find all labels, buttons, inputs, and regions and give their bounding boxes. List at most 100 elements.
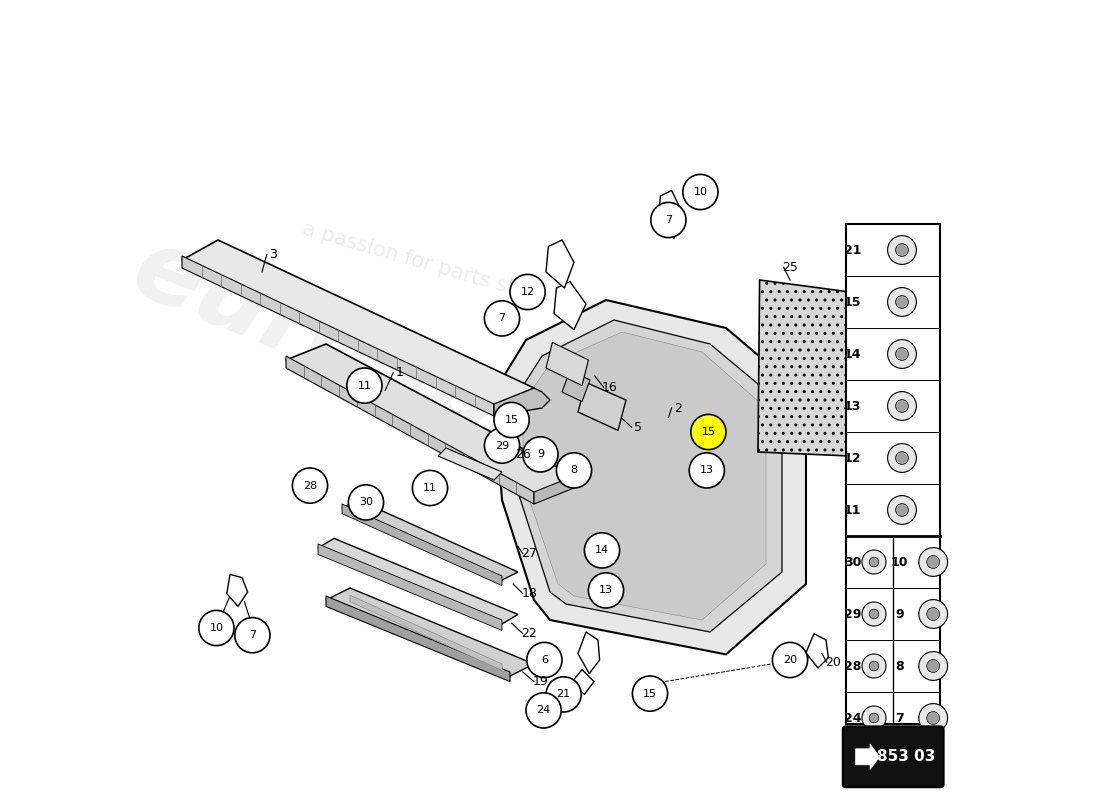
- Polygon shape: [562, 370, 590, 402]
- Polygon shape: [554, 282, 586, 330]
- Circle shape: [895, 504, 909, 517]
- Circle shape: [888, 287, 916, 317]
- Circle shape: [632, 676, 668, 711]
- Text: 9: 9: [537, 450, 544, 459]
- Polygon shape: [572, 670, 594, 694]
- Text: a passion for parts since 1985: a passion for parts since 1985: [300, 219, 608, 325]
- Circle shape: [869, 610, 879, 619]
- Text: 27: 27: [521, 547, 537, 560]
- Text: 7: 7: [249, 630, 256, 640]
- Polygon shape: [856, 744, 880, 770]
- Polygon shape: [350, 595, 502, 670]
- Circle shape: [869, 714, 879, 723]
- Circle shape: [349, 485, 384, 520]
- Text: 10: 10: [693, 187, 707, 197]
- Text: 15: 15: [844, 295, 861, 309]
- Polygon shape: [326, 588, 534, 676]
- Polygon shape: [494, 300, 806, 654]
- Text: 15: 15: [702, 427, 715, 437]
- Circle shape: [690, 453, 725, 488]
- Text: 10: 10: [891, 555, 909, 569]
- Polygon shape: [318, 538, 518, 624]
- Circle shape: [557, 453, 592, 488]
- Text: 21: 21: [557, 690, 571, 699]
- Circle shape: [927, 608, 939, 621]
- Circle shape: [346, 368, 382, 403]
- Text: eurospares: eurospares: [119, 221, 741, 547]
- Circle shape: [918, 651, 947, 680]
- Text: 853 03: 853 03: [877, 750, 935, 764]
- Text: 13: 13: [600, 586, 613, 595]
- Text: 30: 30: [844, 555, 861, 569]
- Circle shape: [234, 618, 270, 653]
- Polygon shape: [522, 332, 766, 620]
- Circle shape: [869, 661, 879, 670]
- Circle shape: [862, 550, 886, 574]
- Text: 16: 16: [602, 381, 618, 394]
- Circle shape: [927, 555, 939, 568]
- Polygon shape: [182, 256, 494, 416]
- Polygon shape: [494, 388, 550, 416]
- FancyBboxPatch shape: [843, 726, 944, 787]
- Circle shape: [484, 301, 519, 336]
- Circle shape: [199, 610, 234, 646]
- Text: 29: 29: [844, 607, 861, 621]
- Circle shape: [293, 468, 328, 503]
- Circle shape: [895, 400, 909, 413]
- Text: 5: 5: [634, 421, 642, 434]
- Text: 22: 22: [521, 627, 537, 640]
- Circle shape: [522, 437, 558, 472]
- Polygon shape: [227, 574, 248, 606]
- Text: 20: 20: [783, 655, 798, 665]
- Circle shape: [888, 340, 916, 369]
- Polygon shape: [514, 320, 782, 632]
- Text: 2: 2: [674, 402, 682, 414]
- Polygon shape: [342, 504, 502, 586]
- Text: 14: 14: [844, 347, 861, 361]
- Polygon shape: [806, 634, 828, 668]
- Text: 6: 6: [541, 655, 548, 665]
- Circle shape: [895, 296, 909, 309]
- Text: 20: 20: [825, 656, 842, 669]
- Circle shape: [895, 451, 909, 464]
- Polygon shape: [546, 342, 589, 386]
- Text: 15: 15: [505, 415, 518, 425]
- Text: 13: 13: [700, 466, 714, 475]
- Text: 7: 7: [895, 711, 904, 725]
- Text: 7: 7: [498, 314, 506, 323]
- Polygon shape: [182, 240, 534, 408]
- Circle shape: [484, 428, 519, 463]
- Text: 3: 3: [270, 248, 277, 261]
- Circle shape: [527, 642, 562, 678]
- Text: 30: 30: [359, 498, 373, 507]
- Text: 21: 21: [844, 243, 861, 257]
- Text: 10: 10: [209, 623, 223, 633]
- Circle shape: [888, 235, 916, 264]
- Text: 18: 18: [521, 587, 537, 600]
- Text: 13: 13: [844, 399, 861, 413]
- Polygon shape: [546, 240, 574, 288]
- Circle shape: [918, 547, 947, 576]
- Circle shape: [918, 600, 947, 629]
- Text: 19: 19: [532, 675, 548, 688]
- Circle shape: [691, 414, 726, 450]
- Circle shape: [927, 712, 939, 725]
- Text: 11: 11: [844, 503, 861, 517]
- Circle shape: [546, 677, 581, 712]
- Circle shape: [862, 706, 886, 730]
- FancyBboxPatch shape: [846, 224, 940, 724]
- Polygon shape: [286, 344, 574, 496]
- Text: 12: 12: [520, 287, 535, 297]
- Polygon shape: [326, 596, 510, 682]
- Polygon shape: [286, 356, 534, 504]
- Circle shape: [918, 704, 947, 733]
- Polygon shape: [658, 190, 682, 238]
- Polygon shape: [318, 544, 502, 630]
- Text: 28: 28: [844, 659, 861, 673]
- Text: 12: 12: [844, 451, 861, 465]
- Circle shape: [772, 642, 807, 678]
- Text: 28: 28: [302, 481, 317, 490]
- Polygon shape: [578, 382, 626, 430]
- Circle shape: [584, 533, 619, 568]
- Polygon shape: [342, 500, 518, 580]
